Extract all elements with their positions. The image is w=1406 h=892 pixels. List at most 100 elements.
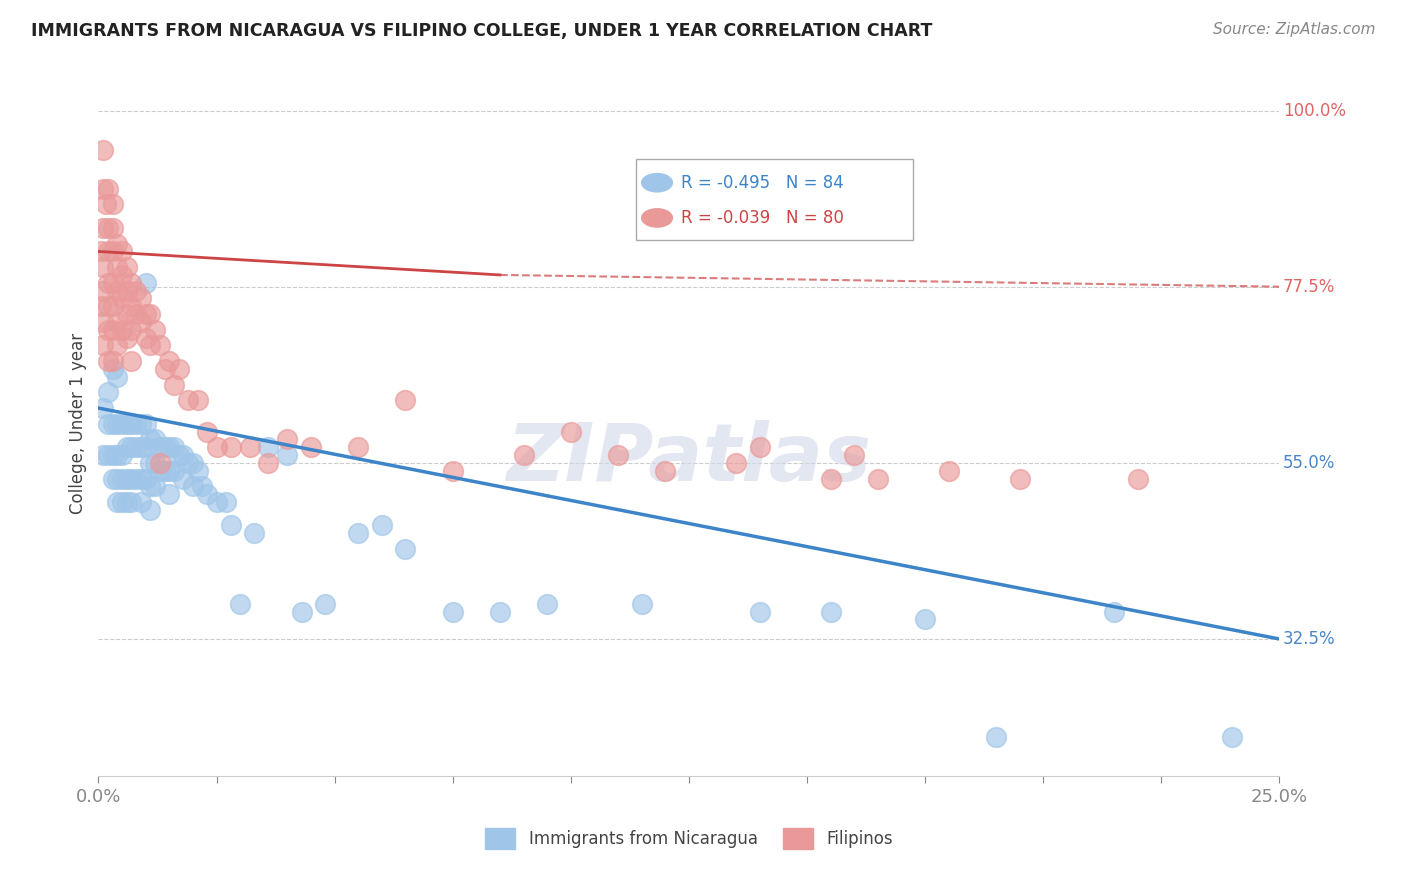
- Point: [97, 323, 120, 337]
- Point: [139, 503, 162, 517]
- Point: [149, 338, 172, 352]
- Point: [105, 495, 128, 509]
- Text: R = -0.495   N = 84: R = -0.495 N = 84: [681, 174, 844, 192]
- Point: [129, 315, 152, 329]
- Point: [105, 369, 128, 384]
- Point: [219, 440, 242, 454]
- Point: [115, 471, 138, 485]
- Point: [139, 338, 162, 352]
- Point: [157, 440, 180, 454]
- Point: [195, 425, 218, 439]
- Point: [111, 292, 134, 306]
- Point: [129, 495, 152, 509]
- Point: [560, 425, 582, 439]
- Point: [290, 605, 312, 619]
- Point: [97, 244, 120, 259]
- Point: [115, 260, 138, 274]
- Point: [1102, 605, 1125, 619]
- Point: [115, 495, 138, 509]
- Point: [195, 487, 218, 501]
- Point: [105, 236, 128, 251]
- Point: [1126, 471, 1149, 485]
- Point: [101, 471, 124, 485]
- Point: [129, 417, 152, 431]
- Point: [115, 307, 138, 321]
- Point: [91, 401, 114, 415]
- Point: [139, 456, 162, 470]
- Point: [243, 526, 266, 541]
- Point: [97, 417, 120, 431]
- Point: [101, 448, 124, 462]
- Point: [115, 417, 138, 431]
- Point: [135, 471, 157, 485]
- Point: [187, 464, 209, 478]
- Point: [394, 393, 416, 408]
- Point: [105, 338, 128, 352]
- Point: [121, 495, 143, 509]
- Point: [276, 448, 298, 462]
- Point: [101, 221, 124, 235]
- Point: [91, 448, 114, 462]
- Point: [105, 315, 128, 329]
- Point: [91, 284, 114, 298]
- Point: [844, 448, 866, 462]
- Point: [121, 440, 143, 454]
- Point: [105, 284, 128, 298]
- Point: [101, 323, 124, 337]
- Point: [163, 377, 186, 392]
- Point: [97, 182, 120, 196]
- Point: [748, 440, 770, 454]
- Point: [97, 299, 120, 313]
- Point: [654, 464, 676, 478]
- Point: [181, 456, 204, 470]
- Point: [239, 440, 262, 454]
- Point: [347, 440, 370, 454]
- Point: [163, 440, 186, 454]
- Point: [215, 495, 238, 509]
- Point: [91, 315, 114, 329]
- Point: [111, 448, 134, 462]
- Point: [90, 244, 112, 259]
- Point: [143, 323, 166, 337]
- Point: [97, 354, 120, 368]
- Point: [135, 307, 157, 321]
- Point: [111, 471, 134, 485]
- Point: [121, 354, 143, 368]
- Point: [105, 471, 128, 485]
- Point: [163, 464, 186, 478]
- Point: [866, 471, 889, 485]
- Point: [94, 197, 117, 211]
- Point: [139, 433, 162, 447]
- Point: [153, 362, 176, 376]
- Point: [121, 299, 143, 313]
- Point: [97, 221, 120, 235]
- Point: [276, 433, 298, 447]
- Point: [139, 479, 162, 493]
- Y-axis label: College, Under 1 year: College, Under 1 year: [69, 333, 87, 515]
- Point: [725, 456, 748, 470]
- Text: 77.5%: 77.5%: [1284, 277, 1336, 295]
- Point: [512, 448, 534, 462]
- Circle shape: [641, 174, 672, 192]
- Point: [157, 464, 180, 478]
- Point: [91, 143, 114, 157]
- Point: [820, 471, 842, 485]
- Point: [90, 299, 112, 313]
- Point: [149, 464, 172, 478]
- Point: [111, 244, 134, 259]
- Point: [135, 417, 157, 431]
- Point: [229, 597, 252, 611]
- Point: [441, 605, 464, 619]
- Point: [441, 464, 464, 478]
- Point: [135, 330, 157, 344]
- Point: [135, 276, 157, 290]
- Text: R = -0.039   N = 80: R = -0.039 N = 80: [681, 209, 844, 227]
- Point: [1220, 730, 1243, 744]
- Point: [101, 354, 124, 368]
- Point: [125, 440, 148, 454]
- Point: [177, 393, 200, 408]
- Point: [105, 260, 128, 274]
- Point: [219, 518, 242, 533]
- Point: [91, 260, 114, 274]
- Point: [129, 440, 152, 454]
